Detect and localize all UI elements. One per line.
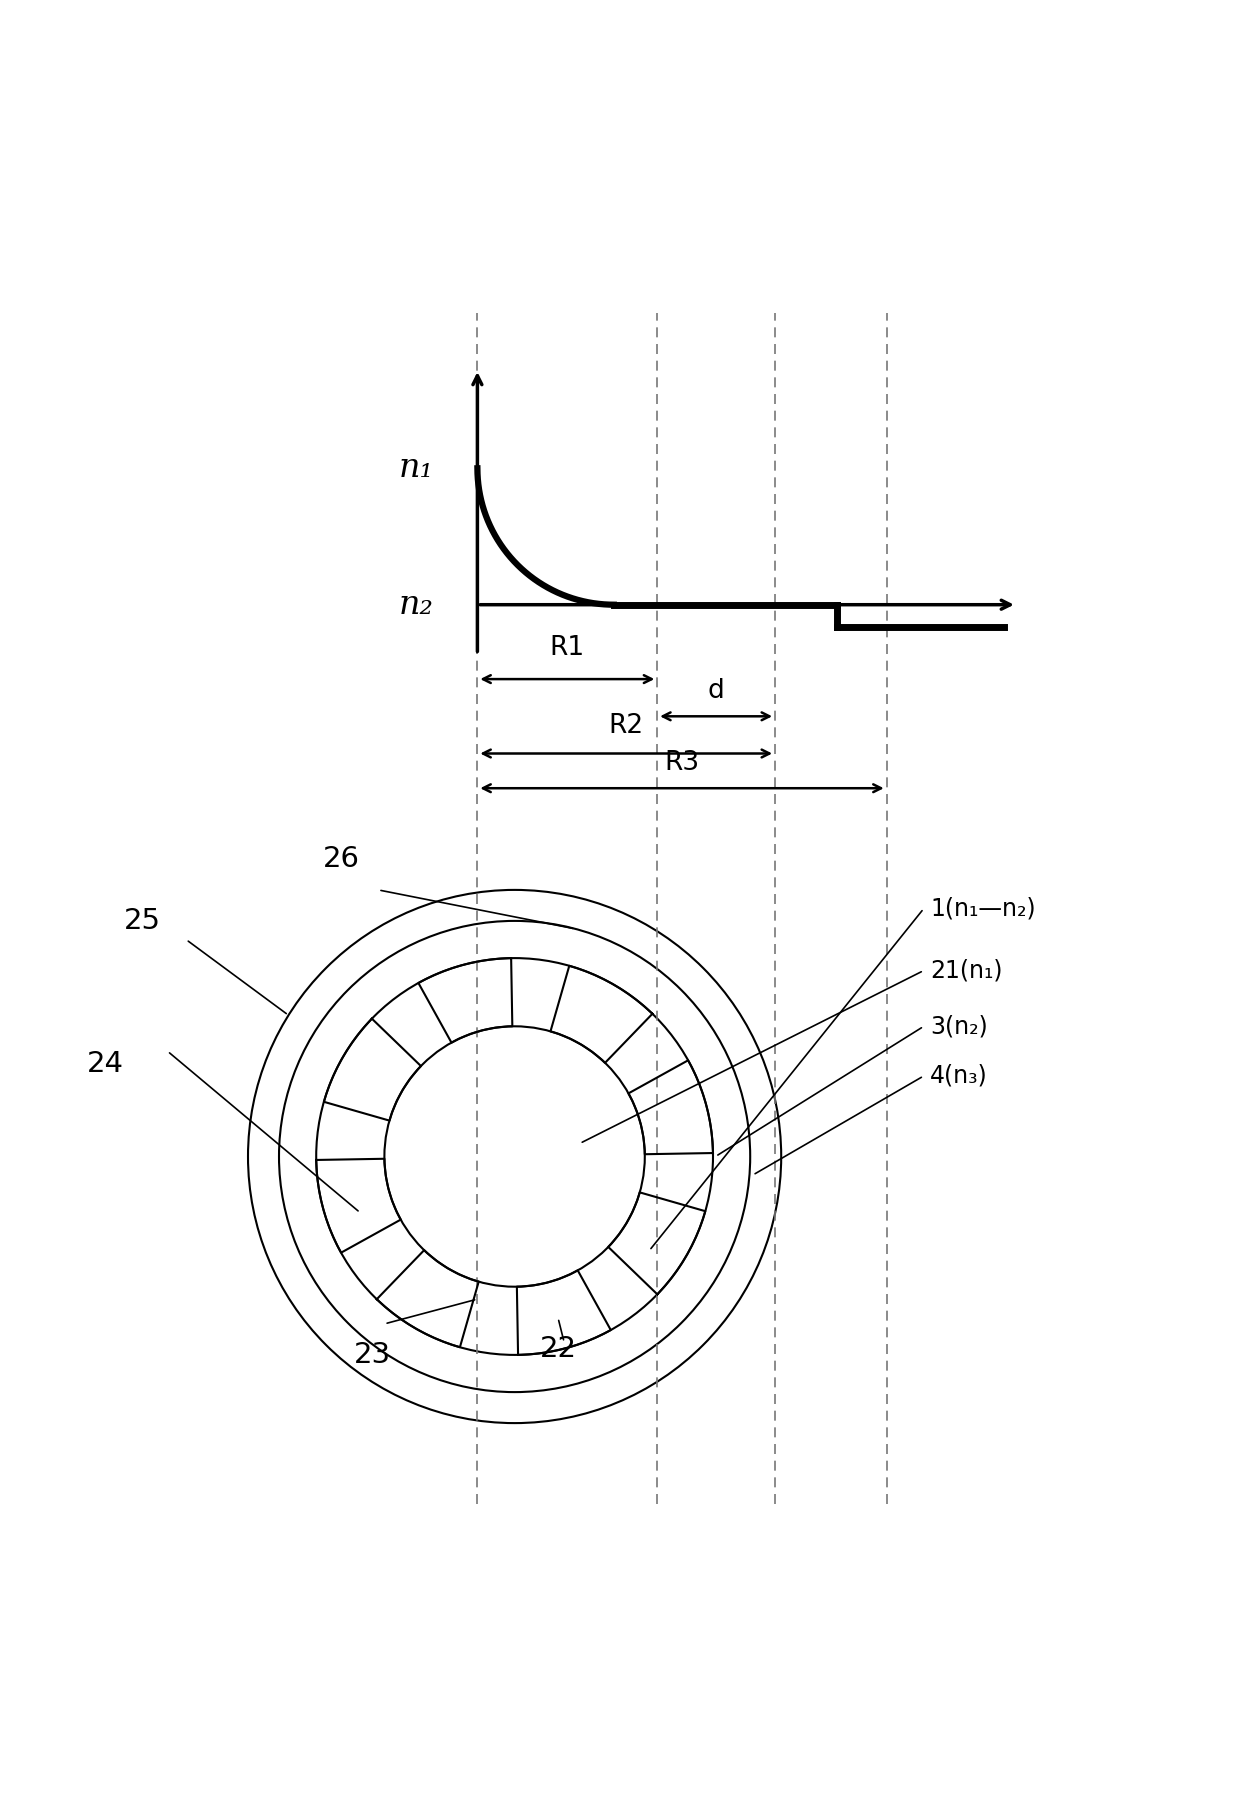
- Text: R2: R2: [609, 712, 644, 740]
- Text: 3(n₂): 3(n₂): [930, 1014, 988, 1038]
- Text: n₁: n₁: [399, 452, 434, 485]
- Text: 25: 25: [124, 907, 161, 936]
- Text: d: d: [708, 678, 724, 703]
- Text: 21(n₁): 21(n₁): [930, 959, 1002, 983]
- Text: R1: R1: [549, 634, 585, 661]
- Text: n₂: n₂: [399, 589, 434, 621]
- Text: 23: 23: [353, 1341, 391, 1368]
- Text: 22: 22: [539, 1335, 577, 1363]
- Text: 24: 24: [87, 1050, 124, 1077]
- Text: R3: R3: [665, 750, 699, 776]
- Text: 4(n₃): 4(n₃): [930, 1065, 988, 1088]
- Text: 26: 26: [322, 845, 360, 872]
- Text: 1(n₁—n₂): 1(n₁—n₂): [930, 896, 1035, 921]
